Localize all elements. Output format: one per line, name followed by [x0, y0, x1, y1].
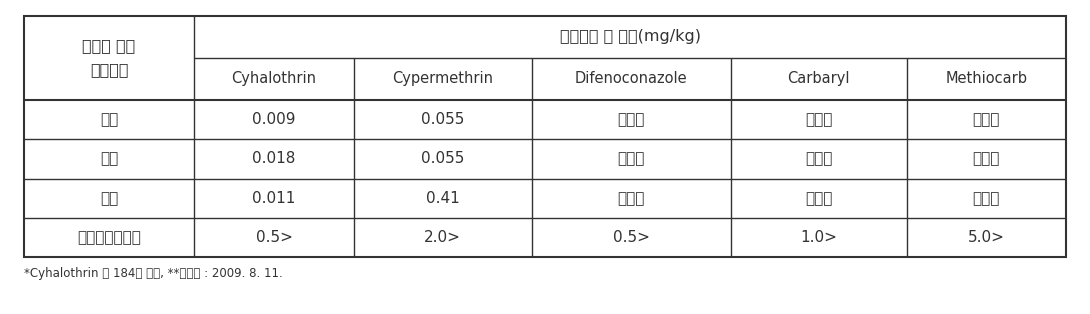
Text: 열림: 열림	[100, 112, 118, 127]
Text: Cypermethrin: Cypermethrin	[392, 71, 493, 86]
Text: Difenoconazole: Difenoconazole	[574, 71, 688, 86]
Text: Methiocarb: Methiocarb	[945, 71, 1027, 86]
Text: 0.5>: 0.5>	[255, 230, 292, 245]
Text: 2.0>: 2.0>	[424, 230, 461, 245]
Text: 0.41: 0.41	[426, 191, 460, 206]
Text: 봉지밑 부분
막힘정도: 봉지밑 부분 막힘정도	[83, 38, 136, 78]
Text: 0.011: 0.011	[252, 191, 295, 206]
Text: 검출성분 및 농도(mg/kg): 검출성분 및 농도(mg/kg)	[559, 29, 701, 44]
Text: 1.0>: 1.0>	[800, 230, 837, 245]
Text: 불검출: 불검출	[806, 191, 833, 206]
Text: Cyhalothrin: Cyhalothrin	[231, 71, 316, 86]
Text: 잔류허용기준치: 잔류허용기준치	[77, 230, 141, 245]
Text: 0.5>: 0.5>	[613, 230, 650, 245]
Text: 불검출: 불검출	[806, 151, 833, 166]
Text: 불검출: 불검출	[618, 191, 645, 206]
Text: 0.018: 0.018	[252, 151, 295, 166]
Text: Carbaryl: Carbaryl	[787, 71, 850, 86]
Text: 막힘: 막힘	[100, 151, 118, 166]
Text: 불검출: 불검출	[618, 151, 645, 166]
Text: 0.055: 0.055	[421, 112, 464, 127]
Text: 중간: 중간	[100, 191, 118, 206]
Bar	[24, 16, 1066, 257]
Text: 0.055: 0.055	[421, 151, 464, 166]
Text: 불검출: 불검출	[972, 191, 1000, 206]
Text: 0.009: 0.009	[252, 112, 295, 127]
Text: *Cyhalothrin 외 184종 분석, **분석일 : 2009. 8. 11.: *Cyhalothrin 외 184종 분석, **분석일 : 2009. 8.…	[24, 267, 282, 280]
Text: 불검출: 불검출	[972, 112, 1000, 127]
Text: 불검출: 불검출	[618, 112, 645, 127]
Text: 불검출: 불검출	[972, 151, 1000, 166]
Text: 불검출: 불검출	[806, 112, 833, 127]
Text: 5.0>: 5.0>	[968, 230, 1005, 245]
